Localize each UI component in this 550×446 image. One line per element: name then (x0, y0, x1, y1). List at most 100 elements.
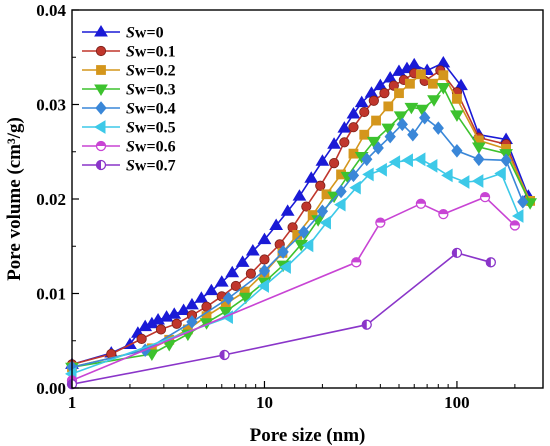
series-3-point-22 (471, 142, 486, 154)
legend-item-3-label: Sw=0.3 (126, 82, 176, 99)
y-tick-label-3: 0.03 (36, 96, 66, 115)
series-3-point-15 (381, 123, 396, 136)
series-4-point-14 (407, 127, 419, 142)
series-7-point-2 (361, 319, 372, 330)
series-1-point-2 (136, 333, 147, 344)
series-5-point-5 (319, 215, 331, 230)
series-0-point-21 (304, 171, 319, 183)
series-3-point-17 (404, 102, 419, 115)
series-layer (65, 55, 537, 390)
series-2-line (71, 73, 531, 368)
series-6-point-4 (438, 208, 449, 220)
legend-item-7: Sw=0.7 (82, 158, 176, 175)
series-0-point-24 (337, 121, 352, 133)
series-2-point-22 (452, 93, 462, 104)
series-5-point-8 (362, 167, 374, 182)
series-3-point-6 (238, 292, 253, 305)
series-0-point-34 (436, 55, 451, 68)
legend-item-2-label: Sw=0.2 (126, 63, 176, 80)
series-3 (65, 82, 537, 375)
legend-item-1: Sw=0.1 (82, 44, 176, 61)
series-7-point-4 (485, 257, 496, 268)
series-4-point-9 (347, 168, 360, 183)
series-6-point-1 (351, 257, 362, 268)
legend-item-0-marker (94, 25, 108, 37)
series-1-point-10 (259, 254, 270, 265)
series-2-point-20 (427, 78, 438, 89)
series-6-point-5 (479, 191, 491, 203)
series-2-point-15 (371, 115, 381, 126)
legend-item-1-label: Sw=0.1 (126, 44, 176, 61)
series-3-point-21 (450, 110, 464, 122)
series-1-point-8 (230, 280, 241, 292)
series-0-point-26 (354, 95, 369, 108)
series-5 (65, 152, 524, 381)
x-tick-label-0: 1 (68, 393, 77, 412)
legend-item-7-label: Sw=0.7 (126, 158, 176, 175)
series-5-point-12 (413, 152, 426, 167)
series-2-point-21 (438, 70, 449, 81)
series-3-point-19 (427, 95, 441, 107)
series-0-point-12 (204, 283, 219, 296)
series-4-point-8 (335, 184, 347, 199)
series-1-point-18 (359, 106, 370, 118)
legend-item-6-marker (95, 140, 107, 152)
series-2-point-16 (383, 101, 394, 112)
legend-item-5: Sw=0.5 (82, 120, 176, 137)
series-5-point-7 (349, 180, 361, 195)
series-5-point-3 (279, 260, 291, 274)
series-0-point-17 (257, 232, 272, 245)
series-7-line (71, 252, 492, 385)
legend: Sw=0 Sw=0.1 Sw=0.2 Sw=0.3 Sw=0.4 Sw=0.5 Sw=0.6… (82, 25, 176, 175)
series-0-point-15 (235, 255, 250, 267)
series-3-point-18 (415, 104, 430, 117)
series-0-point-25 (346, 106, 361, 119)
series-4-point-12 (384, 129, 396, 144)
series-2-point-18 (405, 78, 415, 89)
series-7 (66, 247, 496, 390)
series-5-point-6 (334, 197, 346, 212)
series-3-point-16 (393, 111, 408, 123)
series-1-point-13 (301, 201, 312, 212)
series-0-point-23 (327, 137, 341, 149)
legend-item-0-label: Sw=0 (126, 25, 164, 42)
series-4-point-16 (432, 121, 444, 135)
series-1-point-20 (379, 88, 390, 99)
series-0-point-20 (292, 189, 307, 201)
series-4-point-13 (396, 117, 408, 132)
y-tick-label-1: 0.01 (36, 285, 66, 304)
series-4-point-10 (361, 152, 373, 167)
series-1-point-16 (339, 137, 350, 148)
series-4-point-6 (298, 225, 310, 239)
series-2-point-17 (394, 88, 404, 99)
legend-item-4: Sw=0.4 (82, 101, 176, 118)
legend-item-3-marker (94, 84, 108, 96)
legend-item-7-marker (95, 159, 107, 171)
series-1-point-17 (348, 122, 359, 133)
series-4-point-4 (258, 264, 271, 278)
series-5-point-17 (494, 166, 506, 181)
series-0-point-9 (176, 303, 191, 316)
series-5-point-4 (301, 238, 314, 253)
series-4-point-3 (222, 291, 235, 306)
series-0-point-28 (373, 78, 388, 91)
series-4-point-2 (186, 315, 198, 329)
series-5-point-15 (457, 175, 470, 189)
series-3-point-5 (218, 306, 233, 319)
series-0-point-16 (245, 244, 260, 256)
legend-item-3: Sw=0.3 (82, 82, 176, 99)
series-6-point-6 (509, 220, 521, 231)
series-0-point-11 (194, 291, 209, 303)
series-1-point-3 (155, 324, 167, 335)
series-1-point-4 (171, 318, 182, 329)
series-0-point-18 (269, 218, 284, 230)
series-6 (66, 191, 521, 386)
series-5-point-16 (471, 174, 484, 188)
series-0-point-14 (225, 265, 240, 278)
series-4-point-17 (451, 144, 463, 158)
series-4-point-7 (316, 204, 329, 219)
y-tick-label-0: 0.00 (36, 379, 66, 398)
x-tick-label-1: 10 (256, 393, 273, 412)
series-0-point-10 (185, 297, 199, 310)
series-5-point-11 (401, 153, 413, 168)
